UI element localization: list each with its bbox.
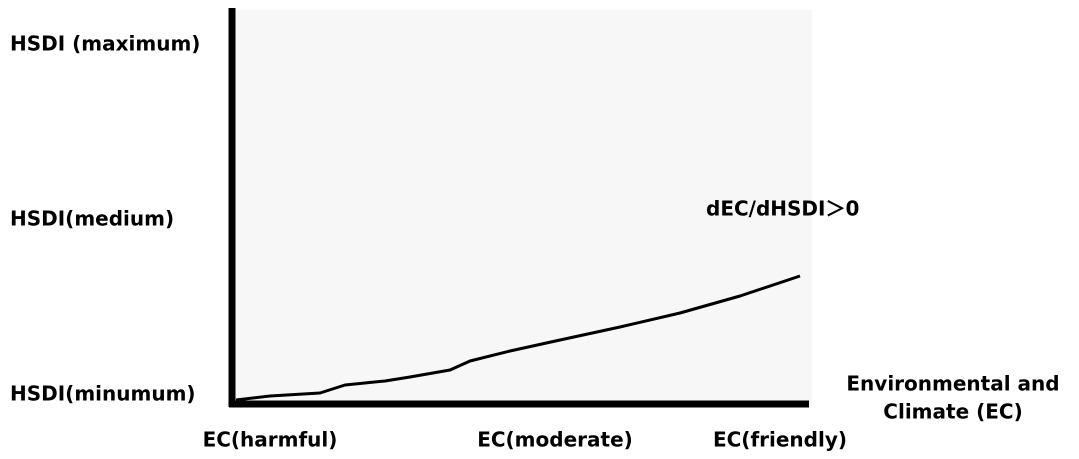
x-label: EC(friendly)	[713, 428, 847, 452]
y-label: HSDI(minumum)	[10, 382, 196, 406]
x-axis-title: Environmental and	[846, 372, 1059, 396]
y-label: HSDI (maximum)	[10, 32, 200, 56]
x-axis-title: Climate (EC)	[883, 400, 1022, 424]
annotation: dEC/dHSDI＞0	[706, 197, 859, 221]
x-label: EC(harmful)	[203, 428, 338, 452]
plot-area	[232, 10, 812, 406]
trend-curve	[235, 274, 801, 402]
x-label: EC(moderate)	[477, 428, 633, 452]
y-label: HSDI(medium)	[10, 207, 174, 231]
